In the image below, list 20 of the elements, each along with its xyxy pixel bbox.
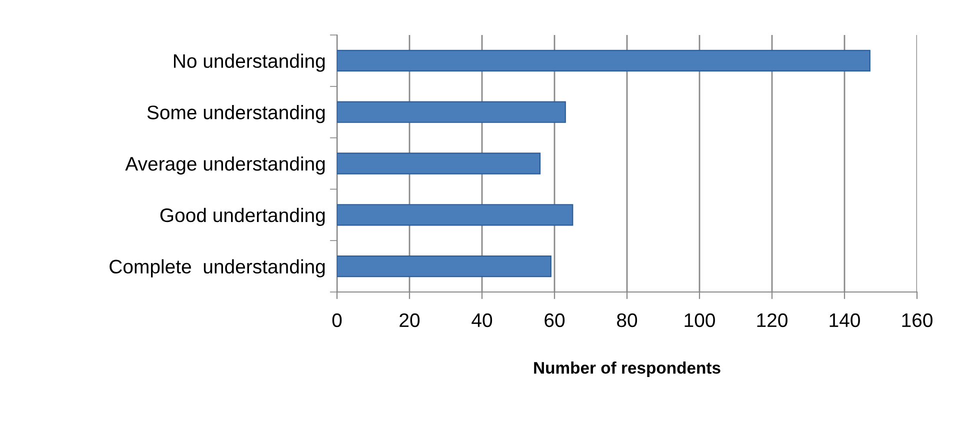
x-tick-label: 120 [757,313,788,328]
bar [337,50,870,72]
x-tick-label: 80 [617,313,638,328]
y-tick-label: No understanding [174,54,325,72]
bar [337,101,566,123]
y-tick-label: Some understanding [147,105,325,124]
x-tick-label: 160 [902,313,932,328]
x-tick-label: 20 [400,313,420,328]
x-tick-label: 40 [472,313,492,328]
x-tick-label: 100 [684,313,715,328]
y-tick-label: Complete understanding [110,259,325,278]
x-tick-label: 0 [332,313,342,328]
x-axis-title: Number of respondents [534,362,720,378]
bar [337,255,552,278]
x-tick-label: 60 [544,313,565,328]
bar [337,152,541,174]
x-tick-label: 140 [830,313,860,328]
y-tick-label: Good undertanding [160,208,325,226]
y-tick-label: Average understanding [125,156,325,175]
bar [337,204,574,226]
